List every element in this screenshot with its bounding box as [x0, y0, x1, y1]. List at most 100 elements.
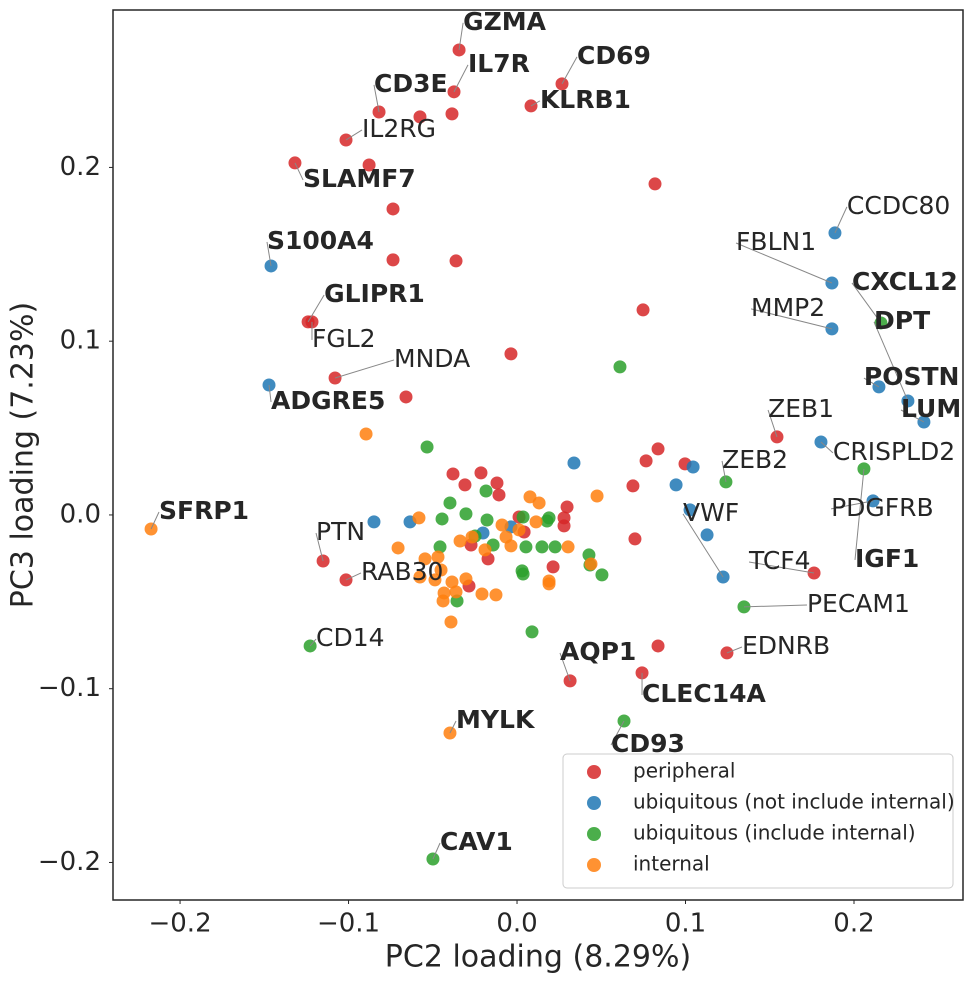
- annotation-label: IL7R: [468, 49, 530, 78]
- point: [548, 540, 562, 554]
- point: [648, 177, 662, 191]
- y-axis-label: PC3 loading (7.23%): [6, 302, 41, 608]
- legend-label: ubiquitous (not include internal): [633, 790, 955, 814]
- point: [535, 540, 549, 554]
- annotation-label: IGF1: [855, 544, 919, 573]
- annotation-line: [307, 294, 325, 323]
- annotation-line: [721, 460, 727, 483]
- annotation-label: VWF: [683, 498, 739, 527]
- point: [434, 563, 448, 577]
- point: [516, 510, 530, 524]
- point: [504, 347, 518, 361]
- point: [651, 639, 665, 653]
- point: [489, 588, 503, 602]
- annotation-label: ADGRE5: [271, 386, 385, 415]
- legend: peripheral ubiquitous (not include intern…: [562, 753, 955, 889]
- legend-box: [562, 753, 954, 889]
- point: [557, 511, 571, 525]
- annotation-line: [735, 242, 833, 284]
- point: [420, 440, 434, 454]
- y-tick-label: 0.1: [60, 326, 101, 356]
- point: [367, 515, 381, 529]
- point: [433, 540, 447, 554]
- point: [475, 587, 489, 601]
- point: [515, 564, 529, 578]
- point: [584, 557, 598, 571]
- point: [399, 390, 413, 404]
- annotation-label: CCDC80: [847, 191, 950, 220]
- point: [590, 489, 604, 503]
- annotation-line: [432, 842, 441, 860]
- point: [628, 532, 642, 546]
- annotation-label: CD14: [316, 623, 385, 652]
- point: [542, 577, 556, 591]
- point: [449, 585, 463, 599]
- annotation-line: [682, 513, 724, 578]
- point: [636, 303, 650, 317]
- point: [669, 478, 683, 492]
- point: [651, 442, 665, 456]
- point: [542, 511, 556, 525]
- legend-marker: [587, 827, 601, 841]
- annotation-line: [726, 646, 743, 654]
- annotation-label: TCF4: [748, 546, 811, 575]
- legend-label: internal: [633, 852, 710, 876]
- y-tick-label: 0.0: [60, 499, 101, 529]
- point: [613, 360, 627, 374]
- point: [412, 511, 426, 525]
- x-tick-label: 0.0: [496, 909, 537, 939]
- point: [459, 572, 473, 586]
- point: [386, 253, 400, 267]
- annotation-label: PECAM1: [807, 589, 910, 618]
- annotation-label: KLRB1: [540, 85, 631, 114]
- point: [495, 518, 509, 532]
- annotation-line: [830, 500, 874, 510]
- annotation-line: [266, 241, 272, 267]
- point: [446, 467, 460, 481]
- point: [686, 460, 700, 474]
- point: [490, 476, 504, 490]
- point: [512, 523, 526, 537]
- annotation-line: [449, 720, 457, 734]
- annotation-label: MMP2: [751, 293, 825, 322]
- point: [459, 507, 473, 521]
- point: [413, 110, 427, 124]
- point: [413, 570, 427, 584]
- annotation-line: [873, 321, 909, 402]
- annotation-line: [345, 129, 363, 141]
- point: [465, 530, 479, 544]
- point: [532, 496, 546, 510]
- legend-marker: [587, 858, 601, 872]
- x-tick-label: 0.2: [833, 909, 874, 939]
- point: [504, 539, 518, 553]
- annotation-label: AQP1: [560, 637, 636, 666]
- annotation-label: LUM: [901, 394, 961, 423]
- point: [567, 456, 581, 470]
- annotation-label: SLAMF7: [303, 164, 416, 193]
- point: [492, 488, 506, 502]
- annotation-label: CD69: [577, 41, 651, 70]
- annotation-label: GZMA: [463, 7, 547, 36]
- x-axis-label: PC2 loading (8.29%): [385, 940, 691, 975]
- annotation-label: CAV1: [440, 827, 513, 856]
- point: [428, 573, 442, 587]
- annotation-line: [345, 572, 362, 581]
- annotation-line: [748, 561, 815, 574]
- legend-marker: [587, 796, 601, 810]
- annotation-label: FBLN1: [736, 227, 816, 256]
- point: [683, 503, 697, 517]
- annotation-line: [373, 84, 380, 113]
- point: [626, 479, 640, 493]
- annotation-line: [309, 638, 317, 647]
- annotation-label: EDNRB: [742, 631, 830, 660]
- annotation-label: CRISPLD2: [833, 437, 955, 466]
- point: [445, 107, 459, 121]
- point: [362, 158, 376, 172]
- point: [445, 575, 459, 589]
- annotation-label: GLIPR1: [324, 279, 425, 308]
- annotation-label: PDGFRB: [831, 493, 934, 522]
- annotation-line: [767, 409, 778, 438]
- y-tick-label: −0.2: [38, 847, 101, 877]
- point: [700, 528, 714, 542]
